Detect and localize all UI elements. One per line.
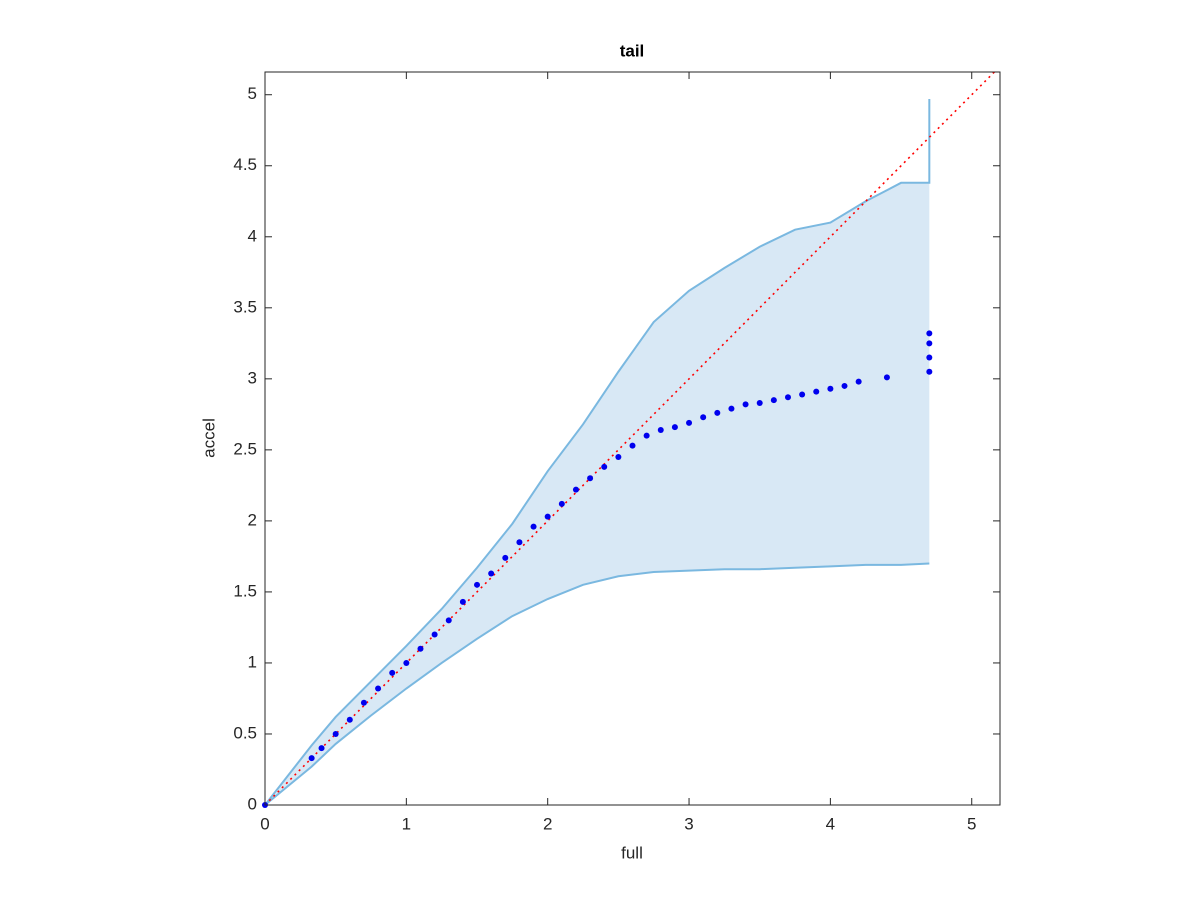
data-point [318,745,325,752]
data-point [417,645,424,652]
chart-title: tail [620,41,645,60]
axes-box [264,71,1001,806]
data-point [784,394,791,401]
data-point [742,401,749,408]
data-point [643,432,650,439]
data-point [686,419,693,426]
data-point [558,500,565,507]
band-area [265,98,930,806]
data-point [926,330,933,337]
y-tick-label: 2.5 [233,439,257,458]
y-tick-label: 5 [248,84,257,103]
data-point [799,391,806,398]
band-upper-line [264,98,931,806]
data-point [714,409,721,416]
data-point [587,475,594,482]
x-tick-label: 1 [402,814,411,833]
x-tick-label: 5 [967,814,976,833]
data-point [926,340,933,347]
data-point [516,539,523,546]
data-point [431,631,438,638]
data-point [671,424,678,431]
data-point [926,354,933,361]
data-point [883,374,890,381]
data-point [488,570,495,577]
x-tick-label: 2 [543,814,552,833]
x-tick-label: 4 [826,814,835,833]
data-point [360,699,367,706]
y-tick-label: 0 [248,794,257,813]
data-point [855,378,862,385]
data-point [728,405,735,412]
y-tick-label: 4 [248,226,257,245]
data-point [389,669,396,676]
data-point [615,453,622,460]
data-point [445,617,452,624]
data-point [700,414,707,421]
data-point [530,523,537,530]
data-point [601,463,608,470]
data-point [770,397,777,404]
data-point [459,598,466,605]
y-tick-label: 3 [248,368,257,387]
data-point [572,486,579,493]
y-tick-label: 2 [248,510,257,529]
data-point [375,685,382,692]
data-point [332,730,339,737]
y-tick-label: 4.5 [233,155,257,174]
data-point [827,385,834,392]
data-point [346,716,353,723]
x-tick-label: 0 [260,814,269,833]
data-point [657,426,664,433]
data-point [813,388,820,395]
data-point [629,442,636,449]
data-point [403,659,410,666]
y-axis-label: accel [199,418,218,458]
x-axis-label: full [621,843,643,862]
data-point [841,382,848,389]
y-tick-label: 1.5 [233,581,257,600]
data-point [474,581,481,588]
y-tick-label: 3.5 [233,297,257,316]
data-point [308,755,315,762]
data-point [502,554,509,561]
band-lower-line [264,562,930,806]
data-point [926,368,933,375]
y-tick-label: 0.5 [233,723,257,742]
x-tick-label: 3 [684,814,693,833]
data-point [756,399,763,406]
data-point [544,513,551,520]
y-tick-label: 1 [248,652,257,671]
